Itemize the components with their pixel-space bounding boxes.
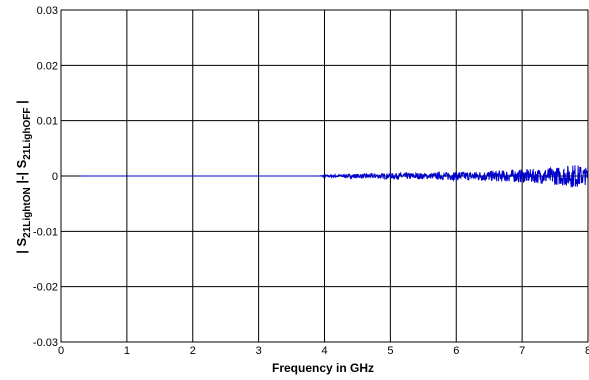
- y-tick-label: 0: [52, 171, 58, 183]
- x-tick-label: 6: [453, 345, 459, 357]
- y-tick-label: 0.03: [37, 5, 58, 17]
- x-tick-label: 3: [256, 345, 262, 357]
- x-tick-label: 0: [58, 345, 64, 357]
- y-tick-labels: -0.03 -0.02 -0.01 0 0.01 0.02 0.03: [33, 5, 58, 349]
- y-axis-label-mid: |-| S: [14, 159, 29, 187]
- x-tick-label: 7: [519, 345, 525, 357]
- x-tick-labels: 0 1 2 3 4 5 6 7 8: [58, 345, 589, 357]
- x-tick-label: 1: [124, 345, 130, 357]
- y-axis-label-sub2: 21LighOFF: [22, 108, 33, 160]
- x-tick-label: 8: [585, 345, 589, 357]
- y-tick-label: -0.03: [33, 337, 58, 349]
- y-tick-label: -0.02: [33, 282, 58, 294]
- y-axis-label: | S21LightON |-| S21LighOFF |: [14, 100, 33, 253]
- series-line: [80, 165, 589, 188]
- y-axis-label-prefix: | S: [14, 237, 29, 253]
- x-tick-label: 5: [387, 345, 393, 357]
- x-axis-label: Frequency in GHz: [272, 361, 374, 375]
- y-axis-label-suffix: |: [14, 100, 29, 107]
- y-axis-label-sub1: 21LightON: [22, 187, 33, 238]
- x-tick-label: 2: [190, 345, 196, 357]
- y-tick-label: -0.01: [33, 226, 58, 238]
- y-tick-label: 0.02: [37, 60, 58, 72]
- y-tick-label: 0.01: [37, 116, 58, 128]
- x-tick-label: 4: [321, 345, 327, 357]
- plot-frame: [60, 9, 589, 343]
- series-layer: [80, 165, 589, 188]
